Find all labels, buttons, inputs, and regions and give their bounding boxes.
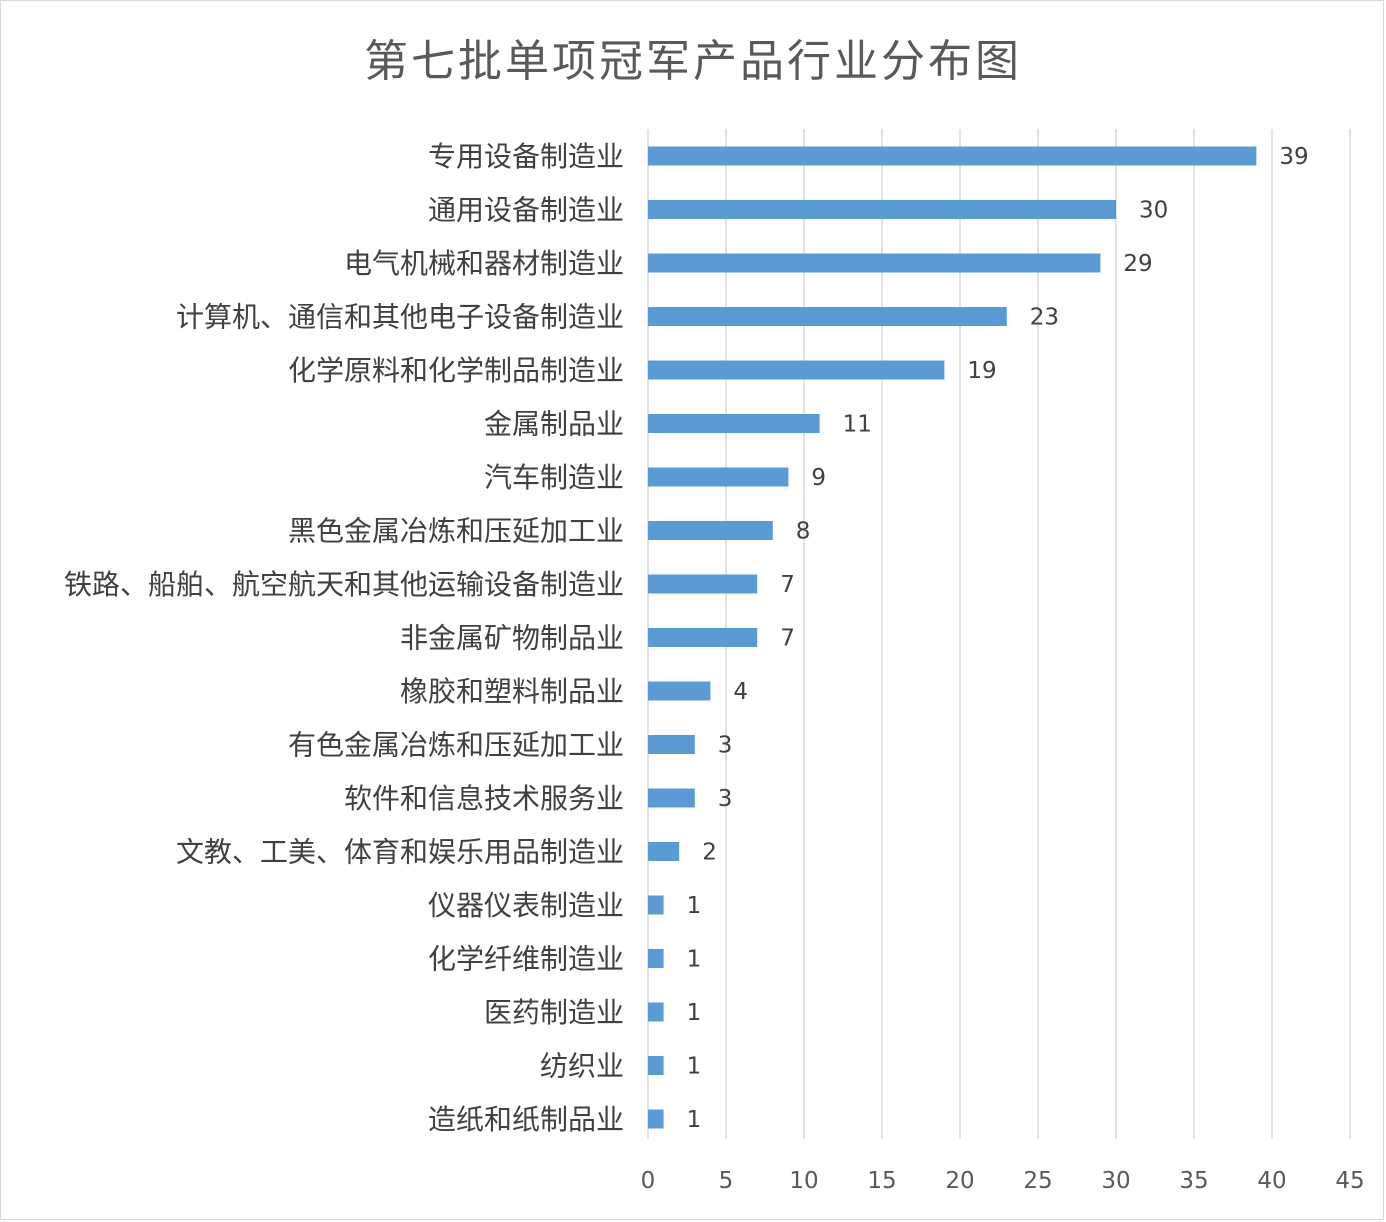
bar: [648, 735, 695, 754]
data-label: 23: [1030, 305, 1059, 331]
category-label: 医药制造业: [484, 996, 624, 1029]
bar: [648, 1056, 664, 1075]
bar: [648, 467, 789, 487]
x-tick-label: 15: [867, 1168, 896, 1194]
bar: [648, 521, 773, 540]
x-tick-label: 0: [641, 1168, 656, 1194]
category-label: 化学纤维制造业: [428, 943, 624, 976]
bar: [648, 146, 1257, 166]
category-label: 橡胶和塑料制品业: [400, 675, 624, 708]
category-label: 非金属矿物制品业: [400, 622, 624, 655]
category-label: 专用设备制造业: [428, 140, 624, 173]
data-label: 19: [967, 358, 996, 384]
category-label: 软件和信息技术服务业: [344, 782, 624, 815]
bar: [648, 360, 945, 380]
data-label: 7: [780, 626, 795, 652]
bar: [648, 788, 695, 808]
data-label: 39: [1279, 144, 1308, 170]
category-label: 电气机械和器材制造业: [344, 247, 624, 280]
data-label: 9: [811, 465, 826, 491]
category-label: 纺织业: [540, 1050, 624, 1083]
category-label: 文教、工美、体育和娱乐用品制造业: [176, 836, 624, 869]
bar: [648, 574, 758, 594]
data-label: 1: [687, 1054, 702, 1080]
bar: [648, 307, 1007, 326]
category-label: 有色金属冶炼和压延加工业: [288, 729, 624, 762]
bar: [648, 895, 664, 915]
bar: [648, 1109, 664, 1129]
data-label: 11: [843, 412, 872, 438]
bar: [648, 949, 664, 968]
bar: [648, 842, 680, 861]
category-label: 造纸和纸制品业: [428, 1103, 624, 1136]
data-label: 7: [780, 572, 795, 598]
bar: [648, 200, 1116, 219]
category-label: 通用设备制造业: [428, 194, 624, 227]
data-label: 1: [687, 947, 702, 973]
bar: [648, 681, 711, 701]
x-tick-label: 20: [945, 1168, 974, 1194]
x-tick-label: 40: [1257, 1168, 1286, 1194]
chart-title: 第七批单项冠军产品行业分布图: [364, 36, 1022, 87]
x-tick-label: 5: [719, 1168, 734, 1194]
category-label: 黑色金属冶炼和压延加工业: [288, 515, 624, 548]
x-tick-label: 25: [1023, 1168, 1052, 1194]
data-label: 29: [1123, 251, 1152, 277]
bar: [648, 414, 820, 433]
data-label: 1: [687, 1107, 702, 1133]
x-tick-label: 45: [1335, 1168, 1364, 1194]
data-label: 3: [718, 733, 733, 759]
data-label: 30: [1139, 198, 1168, 224]
x-tick-label: 10: [789, 1168, 818, 1194]
bar: [648, 253, 1101, 273]
data-label: 1: [687, 893, 702, 919]
data-label: 8: [796, 519, 811, 545]
x-tick-label: 30: [1101, 1168, 1130, 1194]
category-label: 金属制品业: [484, 408, 624, 441]
category-label: 化学原料和化学制品制造业: [288, 354, 624, 387]
x-tick-label: 35: [1179, 1168, 1208, 1194]
bar: [648, 1002, 664, 1022]
category-label: 仪器仪表制造业: [428, 889, 624, 922]
bar: [648, 628, 758, 647]
category-label: 计算机、通信和其他电子设备制造业: [176, 301, 624, 334]
category-label: 铁路、船舶、航空航天和其他运输设备制造业: [64, 568, 624, 601]
data-label: 4: [733, 679, 748, 705]
data-label: 1: [687, 1000, 702, 1026]
data-label: 2: [702, 840, 717, 866]
category-label: 汽车制造业: [484, 461, 624, 494]
data-label: 3: [718, 786, 733, 812]
